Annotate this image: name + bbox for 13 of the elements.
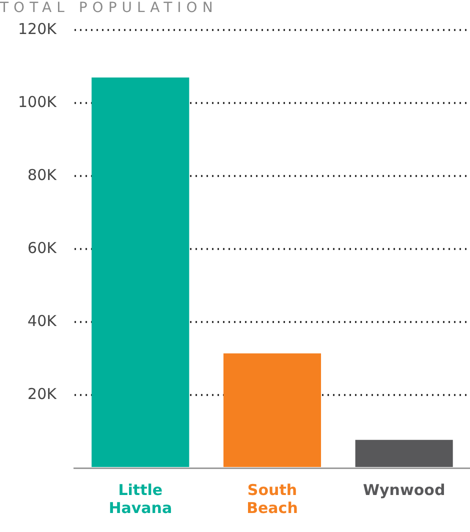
bar (223, 353, 322, 467)
x-tick-label: Little Havana (108, 480, 172, 517)
y-tick-label: 60K (28, 238, 58, 257)
y-tick-label: 20K (28, 384, 58, 403)
x-tick-label: South Beach (246, 480, 298, 517)
chart-title: TOTAL POPULATION (0, 0, 218, 16)
x-tick-label: Wynwood (362, 480, 446, 499)
bar (92, 77, 190, 467)
bar (355, 440, 453, 467)
y-tick-label: 40K (28, 312, 58, 330)
y-tick-label: 80K (28, 166, 58, 184)
y-tick-label: 100K (18, 92, 58, 111)
y-tick-label: 120K (18, 20, 58, 38)
